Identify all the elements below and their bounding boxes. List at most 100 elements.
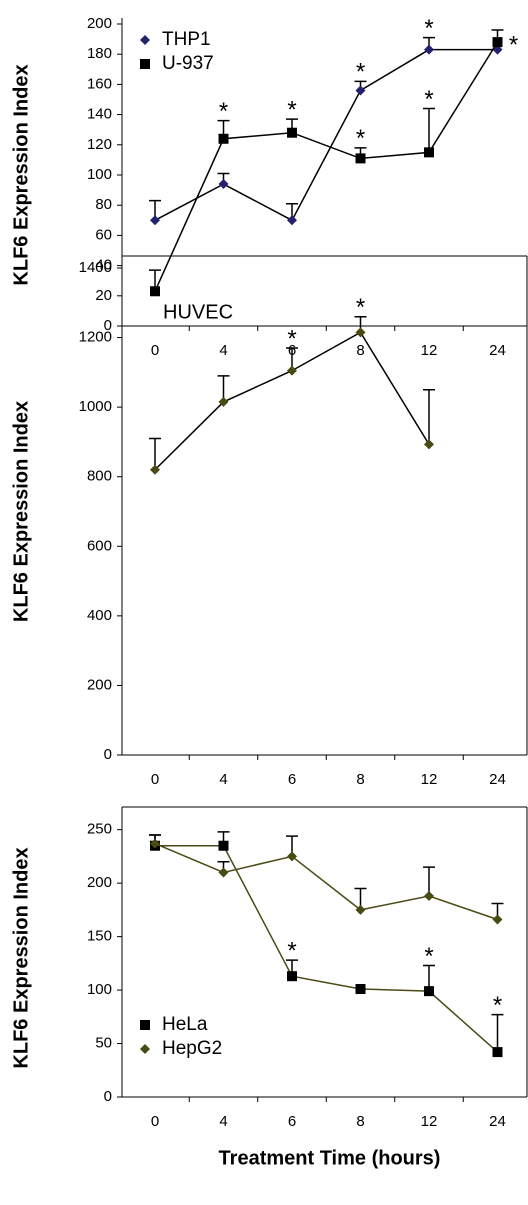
x-tick-label: 4 (219, 342, 227, 359)
y-tick-label: 60 (95, 226, 112, 243)
y-tick-label: 600 (87, 537, 112, 554)
significance-label: * (509, 31, 518, 58)
significance-label: * (287, 96, 296, 123)
legend-label: HepG2 (162, 1038, 222, 1059)
y-tick-label: 1000 (79, 398, 112, 415)
significance-label: * (424, 86, 433, 113)
x-tick-label: 8 (356, 771, 364, 788)
significance-label: * (424, 15, 433, 42)
y-tick-label: 200 (87, 874, 112, 891)
y-tick-label: 1400 (79, 259, 112, 276)
x-tick-label: 0 (151, 342, 159, 359)
series-line (155, 844, 498, 1053)
y-tick-label: 200 (87, 15, 112, 32)
legend-label: U-937 (162, 53, 214, 74)
marker (150, 215, 160, 226)
x-tick-label: 0 (151, 771, 159, 788)
marker (140, 1044, 150, 1054)
marker (424, 439, 434, 450)
marker (287, 971, 297, 982)
series-line (154, 842, 498, 921)
error-bar (423, 389, 435, 445)
y-tick-label: 250 (87, 821, 112, 838)
significance-label: * (219, 98, 228, 125)
y-tick-label: 100 (87, 166, 112, 183)
x-tick-label: 0 (151, 1113, 159, 1130)
y-tick-label: 150 (87, 928, 112, 945)
marker (218, 133, 229, 144)
y-tick-label: 140 (87, 106, 112, 123)
y-tick-label: 40 (95, 257, 112, 274)
x-tick-label: 24 (489, 342, 506, 359)
x-tick-label: 4 (219, 1113, 227, 1130)
y-axis-label: KLF6 Expression Index (10, 64, 32, 285)
marker (424, 44, 434, 55)
y-axis-label: KLF6 Expression Index (10, 847, 32, 1068)
marker (355, 327, 366, 338)
y-tick-label: 160 (87, 75, 112, 92)
marker (218, 840, 229, 851)
marker (355, 85, 366, 96)
y-tick-label: 0 (104, 317, 112, 334)
marker (150, 838, 160, 849)
x-tick-label: 12 (421, 771, 438, 788)
x-axis-label: Treatment Time (hours) (219, 1147, 441, 1169)
annotation: HUVEC (163, 301, 233, 323)
y-tick-label: 200 (87, 676, 112, 693)
error-bar (149, 437, 161, 470)
marker (492, 914, 503, 925)
marker (424, 986, 434, 997)
marker (287, 365, 297, 376)
y-tick-label: 0 (104, 1088, 112, 1105)
error-bar (491, 1013, 504, 1053)
error-bar (423, 107, 435, 153)
y-tick-label: 180 (87, 45, 112, 62)
significance-label: * (493, 992, 502, 1019)
significance-label: * (287, 325, 296, 352)
y-tick-label: 1200 (79, 329, 112, 346)
x-tick-label: 6 (288, 771, 296, 788)
significance-label: * (287, 937, 296, 964)
significance-label: * (356, 125, 365, 152)
significance-label: * (356, 59, 365, 86)
series-line (154, 41, 499, 292)
series-line (154, 48, 498, 222)
legend-label: HeLa (162, 1014, 208, 1035)
marker (218, 396, 229, 407)
x-tick-label: 4 (219, 771, 227, 788)
marker (355, 904, 366, 915)
x-tick-label: 8 (356, 1113, 364, 1130)
x-tick-label: 24 (489, 771, 506, 788)
marker (492, 1047, 503, 1058)
x-tick-label: 12 (421, 342, 438, 359)
y-tick-label: 120 (87, 136, 112, 153)
marker (218, 867, 229, 878)
marker (287, 215, 297, 226)
y-tick-label: 800 (87, 468, 112, 485)
x-tick-label: 24 (489, 1113, 506, 1130)
marker (287, 851, 297, 862)
marker (140, 35, 150, 45)
y-axis-label: KLF6 Expression Index (10, 401, 32, 622)
marker (218, 179, 229, 190)
marker (355, 984, 366, 995)
marker (140, 1020, 150, 1030)
y-tick-label: 400 (87, 607, 112, 624)
legend-label: THP1 (162, 29, 211, 50)
y-tick-label: 80 (95, 196, 112, 213)
x-tick-label: 6 (288, 1113, 296, 1130)
y-tick-label: 0 (104, 746, 112, 763)
marker (287, 127, 297, 138)
significance-label: * (424, 943, 433, 970)
significance-label: * (356, 294, 365, 321)
marker (150, 464, 160, 475)
marker (140, 59, 150, 69)
marker (424, 890, 434, 901)
marker (150, 286, 160, 297)
marker (492, 37, 503, 48)
x-tick-label: 8 (356, 342, 364, 359)
marker (424, 147, 434, 158)
x-tick-label: 12 (421, 1113, 438, 1130)
y-tick-label: 100 (87, 981, 112, 998)
